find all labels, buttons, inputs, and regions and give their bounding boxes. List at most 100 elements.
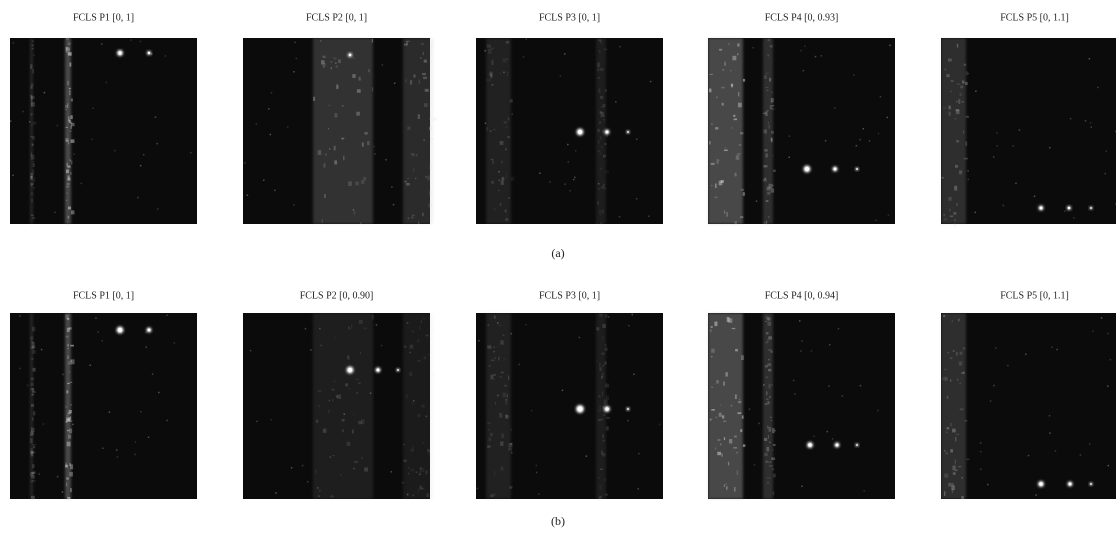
image-speckle xyxy=(356,379,359,380)
image-noise xyxy=(821,55,823,57)
image-speckle xyxy=(959,361,962,365)
image-noise xyxy=(407,322,409,324)
image-speckle xyxy=(421,320,422,323)
image-speckle xyxy=(737,471,738,475)
image-speckle xyxy=(950,216,953,217)
image-speckle xyxy=(600,468,603,470)
image-noise xyxy=(1080,454,1082,456)
image-speckle xyxy=(315,470,316,474)
image-noise xyxy=(711,185,713,187)
image-noise xyxy=(888,214,890,216)
image-noise xyxy=(801,340,803,342)
image-speckle xyxy=(411,153,412,154)
image-speckle xyxy=(501,177,504,180)
image-background xyxy=(10,313,197,499)
image-noise xyxy=(370,392,372,394)
image-speckle xyxy=(599,314,602,317)
image-noise xyxy=(376,324,378,326)
image-noise xyxy=(250,350,252,352)
image-speckle xyxy=(501,181,504,185)
target-core xyxy=(1090,207,1092,209)
image-noise xyxy=(320,40,322,42)
image-speckle xyxy=(338,59,341,63)
image-speckle xyxy=(766,73,769,74)
image-speckle xyxy=(597,129,600,132)
image-noise xyxy=(1015,183,1017,185)
image-speckle xyxy=(600,168,602,170)
image-speckle xyxy=(487,423,491,424)
image-speckle xyxy=(30,64,32,69)
image-speckle xyxy=(766,399,769,400)
image-speckle xyxy=(606,426,609,430)
image-speckle xyxy=(360,222,361,225)
image-speckle xyxy=(725,62,726,66)
image-speckle xyxy=(738,401,741,403)
image-speckle xyxy=(711,387,712,388)
image-noise xyxy=(32,394,34,396)
image-speckle xyxy=(771,92,772,93)
image-speckle xyxy=(65,105,68,108)
image-speckle xyxy=(407,394,408,398)
image-noise xyxy=(102,340,104,342)
panel-image xyxy=(243,38,437,225)
image-speckle xyxy=(764,149,767,152)
image-speckle xyxy=(354,211,356,215)
image-noise xyxy=(296,58,298,60)
image-speckle xyxy=(952,320,953,321)
image-speckle xyxy=(948,197,952,201)
image-noise xyxy=(106,82,108,84)
image-noise xyxy=(97,331,99,333)
image-speckle xyxy=(767,339,768,343)
image-noise xyxy=(57,476,59,478)
image-noise xyxy=(478,340,480,342)
image-noise xyxy=(484,50,486,52)
image-speckle xyxy=(770,417,772,418)
image-noise xyxy=(731,127,733,129)
image-noise xyxy=(508,197,510,199)
image-speckle xyxy=(71,210,75,214)
image-speckle xyxy=(953,466,956,471)
image-noise xyxy=(420,57,422,59)
image-speckle xyxy=(423,318,425,319)
image-noise xyxy=(134,454,136,456)
image-speckle xyxy=(943,315,945,317)
row-caption: (b) xyxy=(551,514,565,528)
image-noise xyxy=(503,72,505,74)
image-speckle xyxy=(600,152,601,154)
image-speckle xyxy=(960,352,963,355)
image-speckle xyxy=(961,477,963,478)
image-noise xyxy=(720,404,722,406)
image-speckle xyxy=(345,383,348,386)
image-noise xyxy=(41,349,43,351)
image-noise xyxy=(788,157,790,159)
image-noise xyxy=(268,108,270,110)
image-speckle xyxy=(418,114,420,119)
image-speckle xyxy=(316,420,319,423)
target-core xyxy=(377,369,380,372)
image-speckle xyxy=(67,355,69,359)
image-noise xyxy=(385,159,387,161)
image-noise xyxy=(518,364,520,366)
image-noise xyxy=(826,431,828,433)
image-speckle xyxy=(768,369,771,371)
image-noise xyxy=(135,441,137,443)
image-speckle xyxy=(491,84,493,86)
image-speckle xyxy=(33,178,36,183)
image-speckle xyxy=(421,43,424,45)
image-speckle xyxy=(764,178,766,179)
image-speckle xyxy=(488,49,492,54)
image-speckle xyxy=(68,48,70,51)
target-core xyxy=(627,131,629,133)
image-speckle xyxy=(69,63,71,67)
image-noise xyxy=(497,322,499,324)
image-speckle xyxy=(511,177,515,181)
image-speckle xyxy=(490,74,492,79)
image-noise xyxy=(287,126,289,128)
image-speckle xyxy=(948,58,952,61)
image-speckle xyxy=(965,141,967,145)
image-noise xyxy=(1035,494,1037,496)
image-noise xyxy=(525,324,527,326)
image-noise xyxy=(497,395,499,397)
image-noise xyxy=(12,175,14,177)
image-speckle xyxy=(323,56,326,58)
